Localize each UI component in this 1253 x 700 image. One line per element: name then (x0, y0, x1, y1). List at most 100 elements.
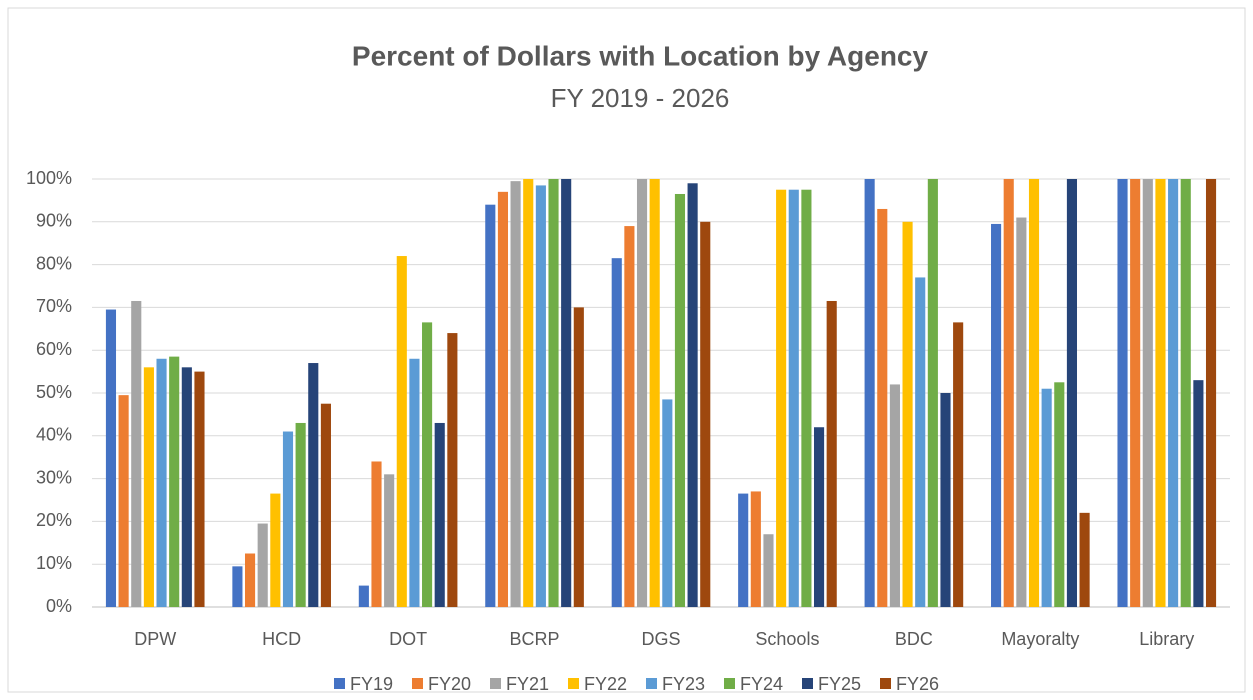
bar (940, 393, 951, 607)
y-tick-label: 0% (46, 596, 72, 616)
bar (358, 585, 369, 607)
bar (1066, 179, 1078, 607)
legend-swatch (802, 678, 813, 689)
bar (257, 523, 268, 607)
bar (1193, 380, 1204, 607)
bar (649, 179, 660, 607)
bar (548, 179, 559, 607)
legend-label: FY25 (818, 674, 861, 694)
bar (1117, 179, 1128, 607)
bar (1003, 179, 1014, 607)
x-tick-label: DPW (134, 629, 176, 649)
bar (371, 461, 382, 607)
bar (674, 193, 686, 608)
bar (700, 221, 711, 608)
bar (447, 333, 458, 607)
y-tick-label: 60% (36, 339, 72, 359)
y-tick-label: 30% (36, 467, 72, 487)
legend-swatch (412, 678, 423, 689)
bar (1142, 179, 1153, 607)
bar (953, 322, 964, 607)
legend-label: FY20 (428, 674, 471, 694)
bar (308, 363, 319, 607)
chart-title: Percent of Dollars with Location by Agen… (352, 40, 929, 71)
bar (244, 553, 256, 607)
bar (396, 256, 407, 607)
bar (384, 474, 395, 607)
bar (1054, 382, 1065, 607)
y-tick-label: 90% (36, 211, 72, 231)
y-tick-label: 10% (36, 553, 72, 573)
bar (131, 300, 142, 607)
legend-label: FY26 (896, 674, 939, 694)
x-tick-label: DGS (641, 629, 680, 649)
bar (181, 367, 192, 607)
bar (915, 277, 926, 607)
bar (738, 493, 749, 607)
bar (105, 309, 117, 607)
bar (813, 427, 825, 607)
bar (485, 204, 496, 607)
legend-label: FY23 (662, 674, 705, 694)
bar (561, 179, 572, 607)
bar (232, 566, 243, 607)
bar (1155, 179, 1166, 607)
bar (687, 183, 698, 607)
legend-swatch (334, 678, 345, 689)
legend-swatch (490, 678, 501, 689)
bar (1041, 388, 1052, 607)
bar (143, 367, 154, 607)
legend-label: FY22 (584, 674, 627, 694)
bar (434, 422, 445, 607)
bar (1168, 179, 1179, 607)
bar (624, 226, 635, 607)
x-tick-label: BDC (895, 629, 933, 649)
legend-swatch (646, 678, 657, 689)
chart-subtitle: FY 2019 - 2026 (551, 83, 730, 113)
bar (1205, 179, 1217, 607)
legend-label: FY24 (740, 674, 783, 694)
bar (422, 322, 433, 607)
bar (535, 185, 546, 608)
x-tick-label: HCD (262, 629, 301, 649)
bar (409, 358, 420, 607)
bar (902, 221, 913, 608)
bar (636, 179, 648, 607)
bar (826, 300, 837, 607)
x-tick-label: Mayoralty (1001, 629, 1079, 649)
bar (510, 181, 521, 607)
bar (1016, 217, 1027, 607)
bar (750, 491, 761, 607)
bar (1028, 179, 1040, 607)
legend-label: FY19 (350, 674, 393, 694)
x-tick-label: Library (1139, 629, 1194, 649)
bar (1130, 179, 1141, 607)
legend-swatch (724, 678, 735, 689)
bar (611, 258, 622, 607)
x-tick-label: DOT (389, 629, 427, 649)
bar (864, 179, 875, 607)
y-tick-label: 50% (36, 382, 72, 402)
bar (877, 208, 888, 607)
bar (270, 493, 281, 607)
bar (169, 356, 180, 607)
x-tick-label: BCRP (510, 629, 560, 649)
bar (282, 431, 294, 607)
bar (927, 179, 938, 607)
x-tick-label: Schools (755, 629, 819, 649)
bar (295, 422, 306, 607)
y-tick-label: 100% (26, 168, 72, 188)
bar (889, 384, 900, 607)
bar (763, 534, 774, 607)
y-tick-label: 70% (36, 296, 72, 316)
bar (497, 191, 509, 607)
bar (991, 223, 1002, 607)
bar (1180, 179, 1191, 607)
bar (788, 189, 799, 607)
bar (523, 179, 534, 607)
bar (194, 371, 205, 607)
bar (320, 403, 331, 607)
bar (776, 189, 787, 607)
legend-label: FY21 (506, 674, 549, 694)
